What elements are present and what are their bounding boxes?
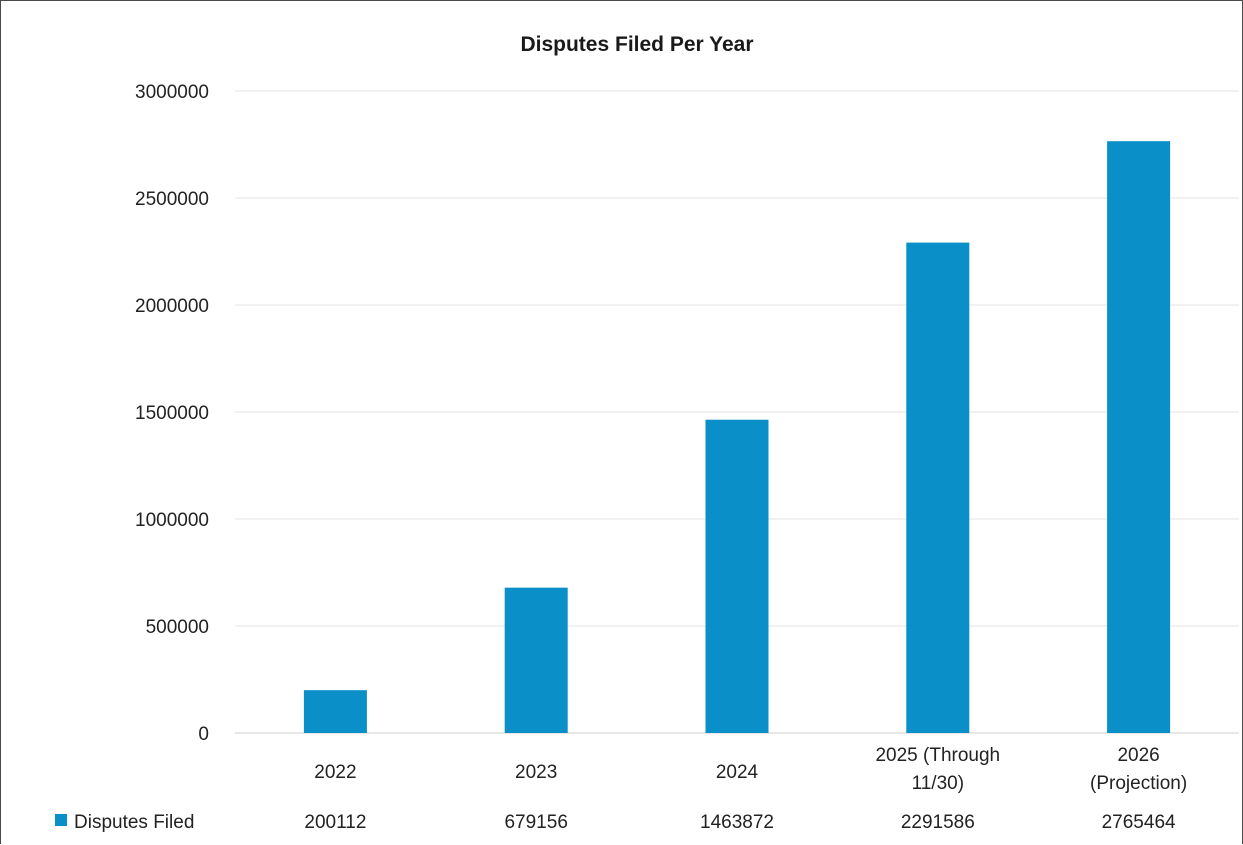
bar	[303, 690, 367, 733]
bar	[1107, 141, 1171, 734]
x-category-label: 11/30)	[912, 773, 964, 794]
data-table: 200112 679156 1463872 2291586 2765464 Dispute…	[55, 812, 1176, 833]
x-category-label: 2026	[1117, 745, 1159, 766]
chart-title: Disputes Filed Per Year	[520, 33, 753, 56]
x-category-label: 2023	[515, 762, 557, 783]
bar	[906, 242, 970, 734]
bar	[504, 587, 568, 733]
x-category-label: 2025 (Through	[875, 745, 1000, 766]
legend-series-name: Disputes Filed	[74, 812, 194, 833]
bars	[303, 141, 1171, 734]
y-tick-label: 3000000	[135, 82, 209, 103]
y-tick-label: 2000000	[135, 296, 209, 317]
legend-swatch	[55, 814, 67, 826]
x-category-label: 2022	[314, 762, 356, 783]
x-axis-category-labels: 2022 2023 2024 2025 (Through 11/30) 2026 (Proj…	[314, 745, 1187, 794]
y-tick-label: 2500000	[135, 189, 209, 210]
data-table-value: 200112	[304, 812, 366, 833]
data-table-value: 2765464	[1102, 812, 1176, 833]
y-tick-label: 0	[198, 724, 209, 745]
y-tick-label: 1000000	[135, 510, 209, 531]
y-tick-label: 1500000	[135, 403, 209, 424]
data-table-value: 679156	[504, 812, 567, 833]
data-table-value: 2291586	[901, 812, 975, 833]
x-category-label: (Projection)	[1090, 773, 1187, 794]
bar	[705, 419, 769, 733]
data-table-value: 1463872	[700, 812, 774, 833]
y-tick-label: 500000	[146, 617, 209, 638]
y-axis-tick-labels: 0 500000 1000000 1500000 2000000 2500000 30000…	[135, 82, 209, 745]
x-category-label: 2024	[716, 762, 759, 783]
